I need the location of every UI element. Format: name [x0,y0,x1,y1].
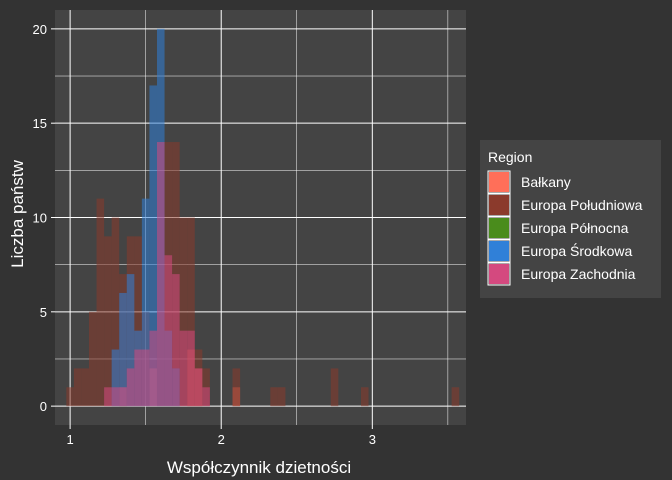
x-tick-label: 3 [369,432,376,447]
x-tick-label: 1 [66,432,73,447]
histogram-bar [156,142,165,407]
histogram-bar [104,387,112,407]
histogram-bar [111,349,120,407]
y-tick-label: 20 [33,22,47,37]
histogram-bar [179,330,188,407]
histogram-bar [194,368,203,407]
legend-item: Europa Zachodnia [487,262,636,286]
legend-item: Bałkany [487,170,571,194]
histogram-bar [119,292,127,407]
histogram-bar [96,198,105,407]
histogram-bar [202,387,210,407]
legend-label: Europa Środkowa [521,242,633,259]
histogram-bar [88,311,97,407]
legend-swatch [489,241,509,261]
histogram-bar [330,368,339,407]
histogram-bar [141,198,150,407]
legend-swatch [489,172,509,192]
histogram-bar [164,255,173,407]
legend-title: Region [488,149,532,165]
x-axis-title: Współczynnik dzietności [167,458,351,477]
histogram-bar [149,85,157,407]
histogram-bar [179,217,188,407]
histogram-bar [187,217,195,407]
histogram-bar [270,387,278,407]
histogram-bar [172,274,180,407]
histogram-bar [232,368,241,407]
histogram-bar [81,368,89,407]
histogram-bar [126,274,135,407]
histogram-bar [202,368,210,407]
legend-label: Europa Zachodnia [521,266,636,282]
histogram-bar [187,330,195,407]
histogram-bar [149,330,157,407]
histogram-bar [172,142,180,407]
x-tick-label: 2 [218,432,225,447]
histogram-bar [119,387,127,407]
legend-label: Bałkany [521,174,571,190]
legend: Region Bałkany Europa Południowa Europa Pó… [480,140,661,298]
legend-swatch [489,218,509,238]
y-tick-label: 10 [33,211,47,226]
y-axis-title: Liczba państw [8,159,27,267]
legend-item: Europa Środkowa [487,239,633,263]
histogram-bar [360,387,369,407]
histogram-bar [451,387,460,407]
legend-item: Europa Północna [487,216,629,240]
histogram-bar [134,349,142,407]
y-tick-label: 15 [33,116,47,131]
x-axis-ticks: 1 2 3 [66,425,376,447]
histogram-bar [104,236,112,407]
y-axis-ticks: 0 5 10 15 20 [33,22,55,414]
legend-label: Europa Północna [521,220,629,236]
legend-item: Europa Południowa [487,193,643,217]
histogram-bar [111,387,120,407]
histogram-bar [73,368,82,407]
y-tick-label: 0 [40,399,47,414]
histogram-bars [66,28,460,407]
legend-label: Europa Południowa [521,197,643,213]
y-tick-label: 5 [40,305,47,320]
histogram-bar [111,217,120,407]
histogram-bar [126,368,135,407]
histogram-bar [66,387,74,407]
histogram-bar [141,349,150,407]
histogram-bar [277,387,286,407]
legend-swatch [489,195,509,215]
legend-swatch [489,264,509,284]
histogram-bar [134,236,142,407]
